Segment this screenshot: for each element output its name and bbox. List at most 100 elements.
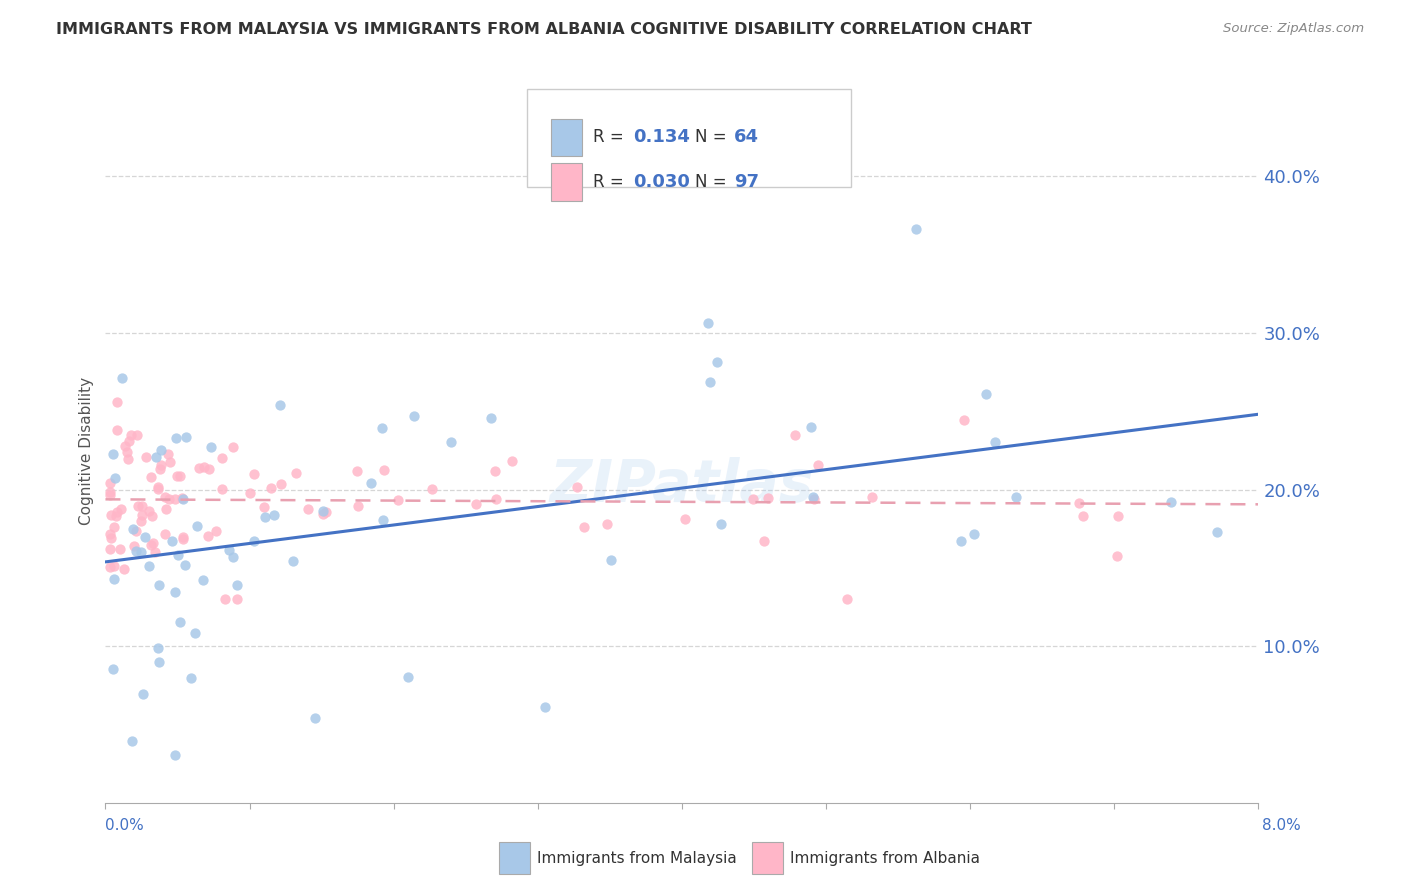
Text: ZIPatlas: ZIPatlas [550,458,814,514]
Point [534,699,557,714]
Point [1107,508,1129,523]
Point [111,370,134,384]
Point [254,510,277,524]
Point [197,529,219,543]
Point [402,409,425,424]
Point [803,491,825,506]
Point [135,450,157,464]
Point [117,451,139,466]
Point [953,412,976,426]
Point [673,512,696,526]
Point [807,458,830,473]
Point [117,445,139,459]
Point [1105,549,1128,564]
Point [396,670,419,684]
Point [174,558,197,573]
Point [285,467,308,481]
Point [122,522,145,536]
Point [742,491,765,506]
Point [801,490,824,504]
Point [304,711,326,725]
Point [710,516,733,531]
Point [420,482,443,496]
Point [800,420,823,434]
Point [183,626,205,640]
Point [131,499,153,513]
Point [118,434,141,449]
Point [127,500,149,514]
Point [200,441,222,455]
Point [214,592,236,607]
Point [170,491,193,506]
Point [174,430,197,444]
Text: Immigrants from Malaysia: Immigrants from Malaysia [537,851,737,865]
Point [596,516,619,531]
Point [193,573,215,587]
Point [98,475,121,490]
Point [565,480,588,494]
Point [180,671,202,685]
Point [141,535,163,549]
Point [205,524,228,538]
Point [193,459,215,474]
Point [501,453,523,467]
Y-axis label: Cognitive Disability: Cognitive Disability [79,376,94,524]
Point [110,501,132,516]
Point [134,530,156,544]
Point [211,482,233,496]
Point [479,410,502,425]
Point [572,520,595,534]
Text: Source: ZipAtlas.com: Source: ZipAtlas.com [1223,22,1364,36]
Point [860,491,883,505]
Point [165,492,187,507]
Point [166,469,188,483]
Point [114,439,136,453]
Point [146,640,169,655]
Point [283,554,305,568]
Point [153,490,176,504]
Point [112,561,135,575]
Point [121,734,143,748]
Point [141,508,163,523]
Point [253,500,276,514]
Point [360,476,382,491]
Point [373,462,395,476]
Point [167,548,190,562]
Point [1205,524,1227,539]
Point [243,467,266,482]
Point [312,507,335,521]
Point [222,549,245,564]
Point [131,508,153,523]
Point [103,572,125,586]
Point [1067,496,1090,510]
Point [165,431,187,445]
Point [103,662,125,676]
Point [225,592,247,607]
Point [172,532,194,546]
Point [155,501,177,516]
Point [108,541,131,556]
Point [242,534,264,549]
Point [149,443,172,458]
Point [837,592,859,607]
Point [120,427,142,442]
Point [107,423,129,437]
Point [484,464,506,478]
Point [169,615,191,630]
Point [124,539,146,553]
Point [485,491,508,506]
Point [346,499,368,513]
Point [145,450,167,464]
Point [950,534,973,549]
Point [148,656,170,670]
Point [98,485,121,500]
Point [172,530,194,544]
Text: 8.0%: 8.0% [1261,818,1301,832]
Text: R =: R = [593,173,630,191]
Point [98,526,121,541]
Point [146,482,169,496]
Point [163,748,186,763]
Point [138,504,160,518]
Point [131,687,153,701]
Point [187,461,209,475]
